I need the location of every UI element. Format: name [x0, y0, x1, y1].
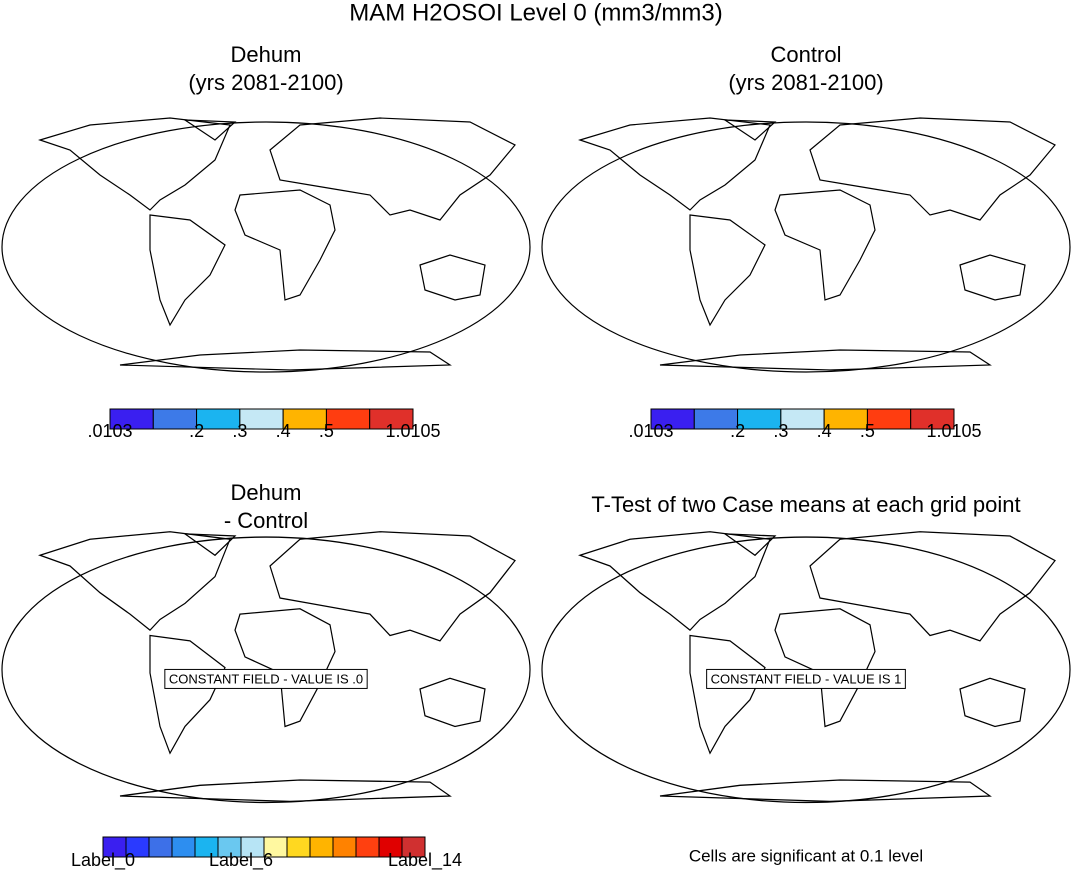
annotation: CONSTANT FIELD - VALUE IS 1	[706, 668, 906, 689]
colorbar-box	[286, 836, 311, 858]
colorbar-label: Label_14	[388, 850, 462, 871]
annotation-text: CONSTANT FIELD - VALUE IS 1	[711, 671, 902, 686]
annotation: CONSTANT FIELD - VALUE IS .0	[164, 668, 368, 689]
colorbar-box	[171, 836, 196, 858]
panel-title: Dehum	[231, 42, 302, 67]
panel-title: Control	[771, 42, 842, 67]
colorbar-label: .2	[189, 421, 204, 441]
map	[1, 531, 531, 804]
colorbar-label: .4	[276, 421, 291, 441]
colorbar-box	[369, 408, 414, 430]
panel-title: (yrs 2081-2100)	[188, 70, 343, 95]
colorbar-label: .4	[817, 421, 832, 441]
panel-title: T-Test of two Case means at each grid po…	[591, 492, 1020, 517]
map	[1, 112, 531, 382]
annotation-box	[706, 668, 906, 689]
colorbar-label: 1.0105	[926, 421, 981, 441]
colorbar-label: .2	[730, 421, 745, 441]
colorbar-label: .0103	[87, 421, 132, 441]
colorbar-box	[309, 836, 334, 858]
panel-footer: Cells are significant at 0.1 level	[689, 846, 923, 865]
figure-title: MAM H2OSOI Level 0 (mm3/mm3)	[349, 0, 722, 26]
colorbar-label: .5	[319, 421, 334, 441]
map	[541, 112, 1071, 382]
colorbar-box	[401, 836, 426, 858]
annotation-box	[164, 668, 368, 689]
panel-title: (yrs 2081-2100)	[728, 70, 883, 95]
colorbar-label: Label_0	[71, 850, 135, 871]
colorbar-box	[332, 836, 357, 858]
colorbar-label: Label_6	[209, 850, 273, 871]
colorbar-box	[910, 408, 955, 430]
annotation-text: CONSTANT FIELD - VALUE IS .0	[169, 671, 363, 686]
panel-title: - Control	[224, 508, 308, 533]
colorbar-label: 1.0105	[385, 421, 440, 441]
colorbar-label: .3	[232, 421, 247, 441]
colorbar-box	[355, 836, 380, 858]
map	[541, 531, 1071, 804]
colorbar-label: .0103	[628, 421, 673, 441]
panel-title: Dehum	[231, 480, 302, 505]
colorbar-box	[148, 836, 173, 858]
colorbar-label: .5	[860, 421, 875, 441]
colorbar-label: .3	[773, 421, 788, 441]
